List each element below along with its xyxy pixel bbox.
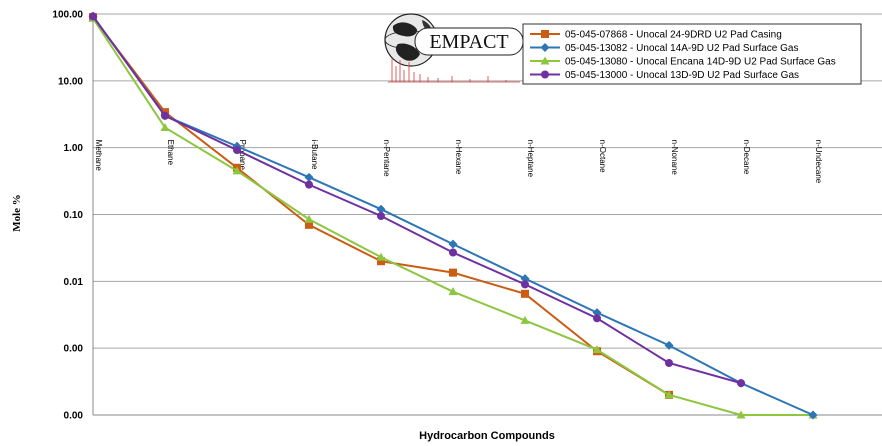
y-tick-labels: 0.00 0.00 0.01 0.10 1.00 10.00 100.00 (52, 10, 83, 422)
data-point (376, 252, 386, 261)
x-tick-label: n-Hexane (454, 140, 463, 175)
legend-marker (541, 70, 549, 79)
data-point (448, 239, 458, 249)
x-tick-label: n-Undecane (814, 140, 823, 184)
data-point (521, 289, 529, 298)
legend-marker (540, 43, 550, 52)
x-tick-label: n-Nonane (670, 140, 679, 176)
data-point (449, 248, 457, 257)
x-tick-label: n-Heptane (526, 140, 535, 178)
data-point (736, 410, 746, 419)
data-point (664, 390, 674, 399)
x-axis-title: Hydrocarbon Compounds (419, 430, 555, 442)
data-point (89, 12, 97, 21)
data-point (304, 214, 314, 223)
legend-item: 05-045-13082 - Unocal 14A-9D U2 Pad Surf… (530, 43, 798, 54)
legend-item: 05-045-13000 - Unocal 13D-9D U2 Pad Surf… (530, 70, 799, 81)
y-tick-label: 1.00 (64, 143, 84, 154)
data-point (592, 345, 602, 354)
series-4 (89, 12, 745, 388)
legend-label: 05-045-07868 - Unocal 24-9DRD U2 Pad Cas… (565, 30, 782, 41)
data-point (305, 220, 313, 229)
data-point (377, 257, 385, 266)
x-tick-label: i-Butane (310, 140, 319, 170)
y-axis-title: Mole % (11, 194, 23, 232)
x-tick-label: Ethane (166, 140, 175, 166)
legend-marker (540, 56, 550, 65)
data-point (808, 410, 818, 420)
data-point (520, 274, 530, 284)
legend-label: 05-045-13000 - Unocal 13D-9D U2 Pad Surf… (565, 70, 799, 81)
logo-text: EMPACT (429, 31, 508, 53)
x-tick-label: n-Pentane (382, 140, 391, 177)
data-point (592, 308, 602, 318)
data-point (232, 166, 242, 175)
empact-logo: EMPACT (384, 13, 524, 83)
legend-item: 05-045-07868 - Unocal 24-9DRD U2 Pad Cas… (530, 30, 782, 41)
y-tick-label: 0.10 (64, 210, 84, 221)
logo-spectrum (388, 58, 520, 83)
data-point (161, 111, 169, 120)
x-tick-label: Propane (238, 140, 247, 171)
data-point (304, 172, 314, 182)
data-point (449, 268, 457, 277)
data-point (520, 315, 530, 324)
data-point (593, 314, 601, 323)
data-point (233, 146, 241, 155)
data-point (665, 358, 673, 367)
y-tick-label: 0.01 (64, 277, 84, 288)
data-point (737, 379, 745, 388)
data-point (305, 180, 313, 189)
x-tick-label: n-Decane (742, 140, 751, 175)
data-point (521, 280, 529, 289)
legend-item: 05-045-13080 - Unocal Encana 14D-9D U2 P… (530, 56, 836, 68)
data-point (664, 340, 674, 350)
series-layer (88, 11, 818, 420)
data-point (377, 211, 385, 220)
y-tick-label: 100.00 (52, 10, 83, 21)
y-tick-label: 10.00 (58, 76, 83, 87)
legend-label: 05-045-13082 - Unocal 14A-9D U2 Pad Surf… (565, 43, 798, 54)
data-point (448, 287, 458, 296)
data-point (160, 123, 170, 132)
legend: 05-045-07868 - Unocal 24-9DRD U2 Pad Cas… (522, 23, 862, 85)
series-line (92, 15, 742, 385)
legend-marker (541, 30, 549, 38)
x-tick-labels: Methane Ethane Propane i-Butane n-Pentane n-H… (94, 140, 823, 184)
y-tick-label: 0.00 (64, 344, 84, 355)
x-tick-label: Methane (94, 140, 103, 172)
data-point (376, 204, 386, 214)
y-tick-label: 0.00 (64, 411, 84, 422)
x-tick-label: n-Octane (598, 140, 607, 173)
legend-label: 05-045-13080 - Unocal Encana 14D-9D U2 P… (565, 57, 836, 68)
